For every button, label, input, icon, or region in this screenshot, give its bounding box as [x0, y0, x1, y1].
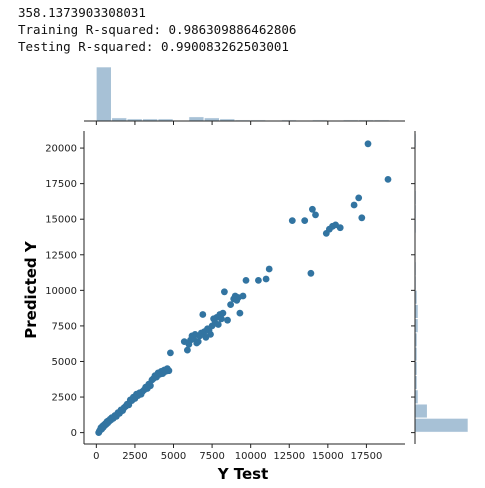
histogram-bar: [189, 117, 204, 121]
data-point: [308, 270, 315, 277]
y-tick-label: 0: [71, 428, 77, 439]
marginal-x-histogram: [84, 67, 405, 125]
data-point: [166, 367, 173, 374]
data-point: [351, 202, 358, 209]
data-point: [147, 382, 154, 389]
x-axis-label: Y Test: [217, 465, 269, 483]
data-point: [237, 310, 244, 317]
data-point: [218, 315, 225, 322]
x-tick-label: 10000: [235, 451, 267, 462]
data-point: [243, 277, 250, 284]
data-point: [221, 288, 228, 295]
data-point: [301, 217, 308, 224]
y-tick-label: 17500: [45, 179, 77, 190]
data-point: [365, 140, 372, 147]
data-point: [207, 331, 214, 338]
data-point: [266, 266, 273, 273]
y-tick-label: 12500: [45, 250, 77, 261]
data-point: [255, 277, 262, 284]
marginal-y-histogram: [411, 131, 468, 444]
data-point: [240, 293, 247, 300]
data-point: [289, 217, 296, 224]
x-tick-label: 0: [93, 451, 99, 462]
x-tick-label: 12500: [273, 451, 305, 462]
data-point: [263, 276, 270, 283]
data-point: [224, 317, 231, 324]
data-point: [385, 176, 392, 183]
y-tick-label: 2500: [52, 393, 77, 404]
y-tick-label: 10000: [45, 286, 77, 297]
data-point: [195, 338, 202, 345]
data-point: [312, 212, 319, 219]
y-tick-label: 5000: [52, 357, 77, 368]
x-tick-label: 7500: [199, 451, 224, 462]
x-tick-label: 15000: [312, 451, 344, 462]
y-tick-label: 20000: [45, 144, 77, 155]
y-tick-label: 7500: [52, 321, 77, 332]
data-point: [358, 214, 365, 221]
y-axis-ticks: 0 2500 5000 7500 10000 12500 15000 17500 20000: [45, 144, 84, 440]
x-tick-label: 17500: [351, 451, 383, 462]
data-point: [167, 350, 174, 357]
scatter-points: [95, 140, 391, 436]
x-tick-label: 2500: [122, 451, 147, 462]
data-point: [199, 311, 206, 318]
y-tick-label: 15000: [45, 215, 77, 226]
x-tick-label: 5000: [161, 451, 186, 462]
histogram-bar: [415, 418, 468, 432]
histogram-bar: [415, 404, 427, 418]
data-point: [184, 347, 191, 354]
data-point: [355, 195, 362, 202]
y-axis-label: Predicted Y: [22, 240, 40, 339]
histogram-bar: [96, 67, 111, 121]
data-point: [220, 310, 227, 317]
data-point: [337, 224, 344, 231]
x-axis-ticks: 0 2500 5000 7500 10000 12500 15000 17500: [93, 444, 382, 462]
